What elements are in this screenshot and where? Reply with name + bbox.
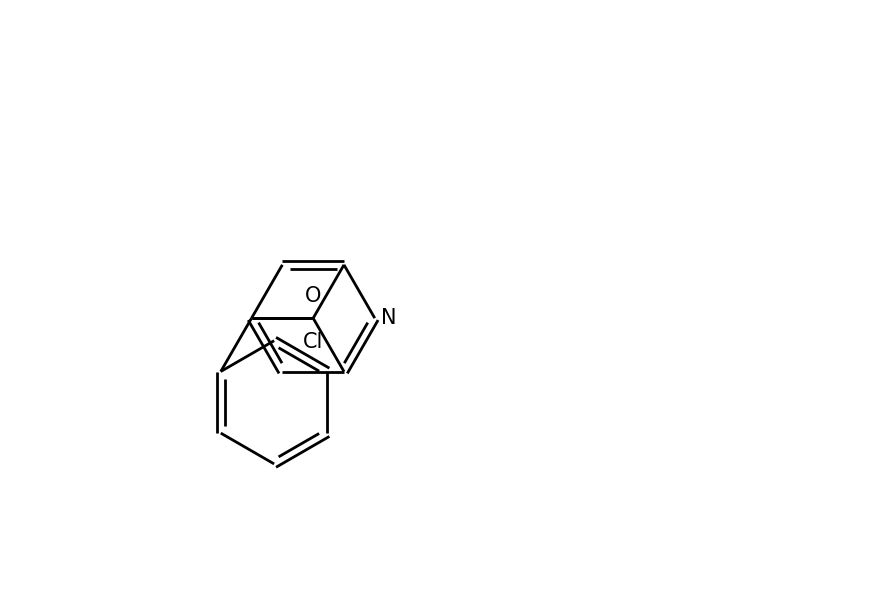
Text: N: N	[381, 308, 396, 328]
Text: O: O	[305, 286, 322, 306]
Text: Cl: Cl	[303, 332, 323, 352]
